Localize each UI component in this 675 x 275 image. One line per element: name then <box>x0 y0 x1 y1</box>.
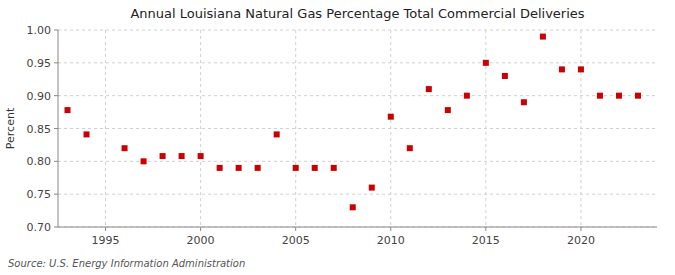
point <box>65 107 71 113</box>
point <box>540 34 546 40</box>
point <box>122 145 128 151</box>
grid-line <box>580 30 581 227</box>
point <box>616 93 622 99</box>
point <box>84 131 90 137</box>
tick <box>390 227 391 231</box>
point <box>407 145 413 151</box>
tick <box>200 227 201 231</box>
tick <box>54 128 58 129</box>
background <box>0 0 675 275</box>
grid-line <box>58 194 657 195</box>
tick-label: 2000 <box>187 234 215 247</box>
point <box>160 153 166 159</box>
tick-label: 0.95 <box>27 57 52 70</box>
tick-label: 2005 <box>282 234 310 247</box>
tick-label: 2020 <box>567 234 595 247</box>
point <box>464 93 470 99</box>
title: Annual Louisiana Natural Gas Percentage … <box>130 6 584 21</box>
grid-line <box>58 62 657 63</box>
tick-label: 2015 <box>472 234 500 247</box>
tick <box>54 227 58 228</box>
tick <box>54 62 58 63</box>
point <box>521 99 527 105</box>
tick <box>580 227 581 231</box>
x-axis-line <box>58 227 657 228</box>
chart: 0.70 0.75 0.80 0.85 0.90 0.95 1.00 1995 2000 2005… <box>0 0 675 275</box>
tick-label: 0.75 <box>27 188 52 201</box>
grid-line <box>58 128 657 129</box>
grid-line <box>295 30 296 227</box>
grid-line <box>485 30 486 227</box>
source: Source: U.S. Energy Information Administ… <box>8 258 245 269</box>
point <box>293 165 299 171</box>
point <box>255 165 261 171</box>
point <box>559 66 565 72</box>
grid-line <box>58 161 657 162</box>
grid-line <box>105 30 106 227</box>
point <box>350 204 356 210</box>
points <box>65 34 641 211</box>
point <box>141 158 147 164</box>
tick-label: 1995 <box>92 234 120 247</box>
point <box>426 86 432 92</box>
grid-line <box>58 95 657 96</box>
tick-label: 2010 <box>377 234 405 247</box>
tick <box>485 227 486 231</box>
tick-label: 0.90 <box>27 90 52 103</box>
point <box>445 107 451 113</box>
point <box>198 153 204 159</box>
grid-line <box>200 30 201 227</box>
point <box>502 73 508 79</box>
point <box>635 93 641 99</box>
point <box>483 60 489 66</box>
tick-label: 0.80 <box>27 155 52 168</box>
tick <box>54 161 58 162</box>
tick <box>54 194 58 195</box>
tick <box>295 227 296 231</box>
grid-line <box>58 227 657 228</box>
tick <box>54 30 58 31</box>
axes: 0.70 0.75 0.80 0.85 0.90 0.95 1.00 1995 2000 2005… <box>27 24 658 247</box>
tick-label: 1.00 <box>27 24 52 37</box>
y-axis-label: Percent <box>4 107 17 149</box>
grid-line <box>58 30 657 31</box>
point <box>217 165 223 171</box>
point <box>331 165 337 171</box>
grid <box>58 30 657 227</box>
point <box>236 165 242 171</box>
point <box>578 66 584 72</box>
tick-label: 0.70 <box>27 221 52 234</box>
y-axis-line <box>58 30 59 227</box>
tick <box>105 227 106 231</box>
tick <box>54 95 58 96</box>
grid-line <box>390 30 391 227</box>
point <box>312 165 318 171</box>
point <box>597 93 603 99</box>
point <box>274 131 280 137</box>
point <box>179 153 185 159</box>
point <box>369 185 375 191</box>
point <box>388 114 394 120</box>
tick-label: 0.85 <box>27 123 52 136</box>
